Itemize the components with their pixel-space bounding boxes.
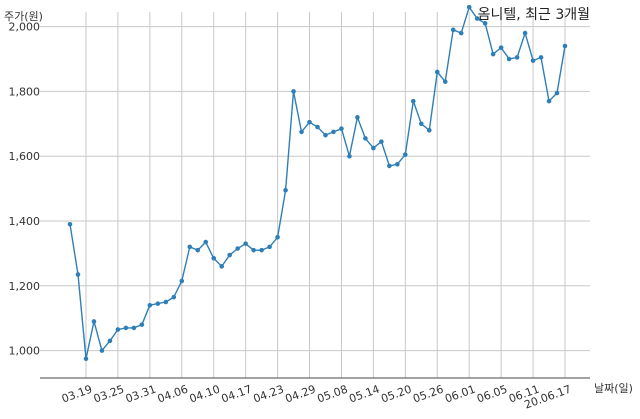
data-point <box>562 43 568 49</box>
data-point <box>187 244 193 250</box>
x-tick-label: 05.20 <box>379 383 413 406</box>
data-point <box>211 255 217 261</box>
data-point <box>67 221 73 227</box>
x-tick-label: 03.25 <box>92 383 126 406</box>
data-point <box>299 129 304 135</box>
data-point <box>243 241 248 246</box>
data-point <box>498 45 504 50</box>
y-tick-label: 1,200 <box>9 280 41 293</box>
data-point <box>291 89 296 94</box>
data-point <box>83 356 89 362</box>
x-tick-labels: 03.1903.2503.3104.0604.1004.1704.2304.29… <box>60 383 573 412</box>
data-point <box>554 90 560 96</box>
series-line <box>69 6 566 360</box>
data-point <box>538 55 544 60</box>
data-point <box>75 272 81 277</box>
data-point <box>506 56 512 62</box>
data-point <box>227 252 232 258</box>
data-point <box>546 98 552 104</box>
data-point <box>442 79 448 84</box>
x-tick-label: 03.19 <box>60 383 94 406</box>
data-point <box>514 55 520 60</box>
x-tick-label: 06.01 <box>443 383 477 406</box>
data-point <box>530 58 536 63</box>
data-point <box>347 153 352 159</box>
data-point <box>203 239 209 245</box>
series-layer <box>67 4 568 362</box>
x-tick-label: 03.31 <box>124 383 158 406</box>
data-point <box>147 302 153 308</box>
x-tick-label: 06.05 <box>475 383 509 406</box>
x-tick-label: 04.06 <box>156 383 190 406</box>
chart-title: 옴니텔, 최근 3개월 <box>478 7 590 23</box>
y-tick-label: 1,000 <box>9 345 41 358</box>
y-tick-labels: 1,000 1,200 1,400 1,600 1,800 2,000 <box>9 21 41 358</box>
data-point <box>307 119 312 125</box>
data-point <box>91 319 97 324</box>
data-point <box>355 115 360 120</box>
data-point <box>107 338 113 344</box>
data-point <box>195 247 201 253</box>
data-point <box>403 152 408 157</box>
data-point <box>155 301 161 306</box>
data-point <box>235 246 240 251</box>
x-tick-label: 05.08 <box>315 383 349 406</box>
data-point <box>123 325 129 331</box>
data-point <box>251 247 256 253</box>
data-point <box>99 348 105 353</box>
data-point <box>395 162 400 167</box>
data-point <box>411 98 416 104</box>
x-tick-label: 05.26 <box>411 383 445 406</box>
x-axis-label: 날짜(일) <box>594 381 633 395</box>
data-point <box>371 145 376 151</box>
data-point <box>363 136 368 141</box>
data-point <box>275 234 280 240</box>
data-point <box>115 327 121 332</box>
x-tick-label: 04.23 <box>252 383 286 406</box>
data-point <box>474 16 480 21</box>
data-point <box>426 127 432 133</box>
data-point <box>418 121 424 127</box>
data-point <box>283 187 288 193</box>
data-point <box>267 244 272 250</box>
data-point <box>434 69 440 75</box>
data-point <box>315 124 320 130</box>
data-point <box>458 30 464 36</box>
data-point <box>466 4 472 10</box>
x-tick-label: 04.29 <box>283 383 317 406</box>
data-point <box>171 294 177 300</box>
y-axis-label: 주가(원) <box>4 10 43 23</box>
data-point <box>339 126 344 131</box>
data-point <box>163 299 169 305</box>
data-point <box>482 21 488 26</box>
x-tick-label: 04.10 <box>188 383 222 406</box>
data-point <box>490 51 496 57</box>
x-tick-label: 04.17 <box>220 383 254 406</box>
data-point <box>131 325 137 331</box>
data-point <box>323 132 328 138</box>
horizontal-grid <box>40 26 590 352</box>
data-point <box>259 247 264 253</box>
data-point <box>522 30 528 36</box>
data-point <box>179 278 185 284</box>
vertical-grid <box>85 12 566 378</box>
y-tick-label: 2,000 <box>9 21 41 34</box>
data-point <box>139 322 145 327</box>
y-tick-label: 1,800 <box>9 85 41 98</box>
y-tick-label: 1,400 <box>9 215 41 228</box>
y-tick-label: 1,600 <box>9 150 41 163</box>
data-point <box>379 139 384 144</box>
data-point <box>331 129 336 135</box>
x-tick-label: 05.14 <box>347 383 381 406</box>
data-point <box>387 163 392 169</box>
data-point <box>219 264 224 269</box>
data-point <box>450 27 456 33</box>
